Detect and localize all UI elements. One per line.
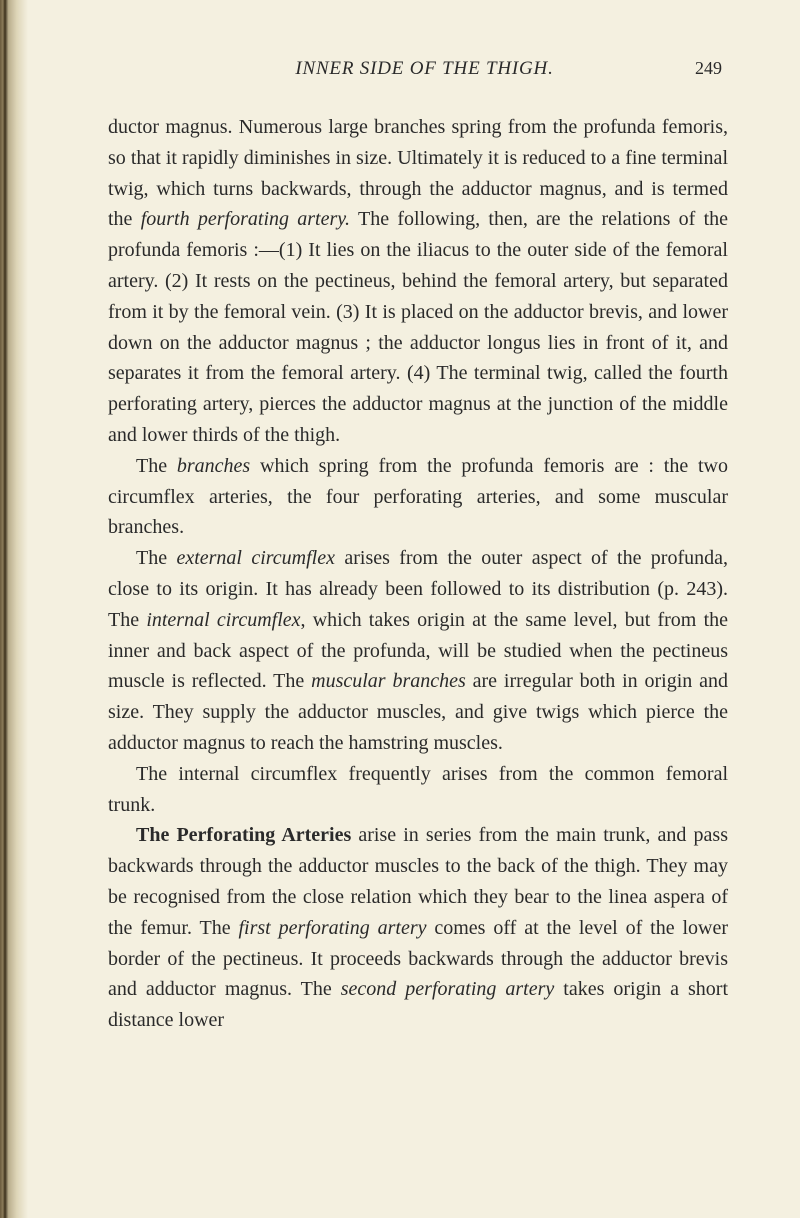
p3-italic-1: external circumflex xyxy=(176,547,335,569)
body-text: ductor magnus. Numerous large branches s… xyxy=(108,112,728,1036)
p2-segment-a: The xyxy=(136,455,177,477)
paragraph-2: The branches which spring from the profu… xyxy=(108,451,728,543)
p3-italic-3: muscular branches xyxy=(311,670,466,692)
book-spine-shadow xyxy=(0,0,28,1218)
page-content: INNER SIDE OF THE THIGH. 249 ductor magn… xyxy=(0,0,800,1086)
paragraph-3: The external circumflex arises from the … xyxy=(108,543,728,759)
p1-italic-1: fourth perforating artery. xyxy=(141,208,350,230)
p5-italic-2: second perforating artery xyxy=(341,978,555,1000)
p3-segment-a: The xyxy=(136,547,176,569)
page-header: INNER SIDE OF THE THIGH. 249 xyxy=(108,58,728,80)
p1-segment-b: The following, then, are the relations o… xyxy=(108,208,728,446)
p4-text: The internal circumflex frequently arise… xyxy=(108,763,728,816)
paragraph-1: ductor magnus. Numerous large branches s… xyxy=(108,112,728,451)
p5-bold-heading: The Perforating Arteries xyxy=(136,824,351,846)
p3-italic-2: internal circumflex xyxy=(146,609,300,631)
running-title: INNER SIDE OF THE THIGH. xyxy=(154,58,695,80)
p2-italic-1: branches xyxy=(177,455,250,477)
paragraph-4: The internal circumflex frequently arise… xyxy=(108,759,728,821)
page-number: 249 xyxy=(695,58,722,79)
p5-italic-1: first perforating artery xyxy=(238,917,426,939)
paragraph-5: The Perforating Arteries arise in series… xyxy=(108,820,728,1036)
